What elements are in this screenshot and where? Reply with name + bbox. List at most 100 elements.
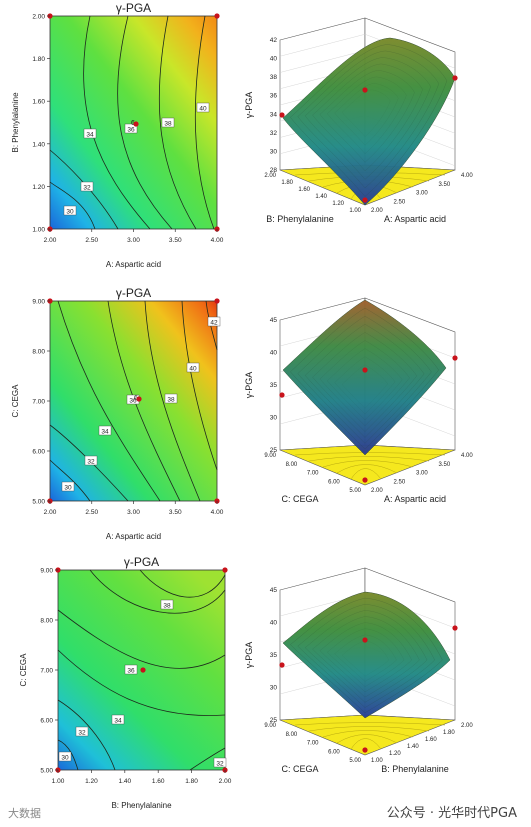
- watermark-left: 大数据: [8, 807, 41, 820]
- z-tick-label: 45: [270, 587, 278, 594]
- contour-label-box: [63, 205, 77, 216]
- center-point-count: 6: [134, 395, 138, 402]
- corner-point: [214, 13, 220, 19]
- x-tick-label: 2.50: [85, 237, 98, 244]
- contour-label-box: [207, 316, 221, 327]
- z-tick-label: 32: [270, 130, 278, 137]
- x-tick-label: 1.60: [152, 778, 165, 785]
- surface-mesh: [297, 604, 435, 708]
- corner-point: [222, 567, 228, 573]
- contour-line-5: [158, 15, 197, 230]
- contour-label: 34: [86, 132, 94, 139]
- floor-contour: [322, 730, 414, 738]
- contour-plot-area: [49, 15, 218, 230]
- floor-design-point: [362, 477, 368, 483]
- contour-line-3: [57, 649, 226, 716]
- y-tick-label: 6.00: [40, 718, 53, 725]
- y-tick-label: 1.20: [32, 184, 45, 191]
- surface-design-point: [452, 625, 458, 631]
- x-tick-label: 3.00: [416, 191, 428, 197]
- z-tick-label: 25: [270, 447, 278, 454]
- contour-label: 30: [66, 209, 74, 216]
- contour-title: γ-PGA: [116, 1, 151, 15]
- contour-label: 38: [164, 121, 172, 128]
- z-axis-title: γ-PGA: [244, 372, 254, 399]
- z-tick-label: 40: [270, 350, 278, 357]
- y-tick-label: 9.00: [40, 568, 53, 575]
- contour-line-6: [181, 300, 218, 471]
- contour-title: γ-PGA: [124, 555, 159, 569]
- surface-design-point: [452, 355, 458, 361]
- y-tick-label: 7.00: [40, 668, 53, 675]
- z-tick-label: 40: [270, 620, 278, 627]
- x-tick-label: 1.80: [443, 730, 455, 736]
- y-tick-label: 1.00: [32, 227, 45, 234]
- surface-design-point: [279, 662, 285, 668]
- x-tick-label: 2.00: [371, 488, 383, 494]
- contour-label-box: [80, 181, 94, 192]
- contour-line-6: [194, 15, 215, 230]
- z-tick-label: 36: [270, 93, 278, 100]
- y-axis-title: C: CEGA: [281, 764, 318, 774]
- z-tick-label: 45: [270, 317, 278, 324]
- response-surface: [282, 299, 447, 456]
- contour-line-1: [49, 181, 96, 230]
- contour-label: 30: [64, 485, 72, 492]
- y-tick-label: 1.00: [349, 208, 361, 214]
- y-tick-label: 2.00: [32, 14, 45, 21]
- contour-line-1: [49, 459, 91, 502]
- x-axis-title: B: Phenylalanine: [381, 764, 449, 774]
- z-axis-title: γ-PGA: [244, 642, 254, 669]
- contour-line-4: [117, 15, 173, 230]
- y-tick-label: 5.00: [349, 488, 361, 494]
- x-axis-title: A: Aspartic acid: [106, 260, 161, 269]
- contour-label: 36: [127, 668, 135, 675]
- surface-design-point: [279, 112, 285, 118]
- y-tick-label: 6.00: [328, 749, 340, 755]
- response-surface: [282, 591, 451, 719]
- x-tick-label: 2.00: [219, 778, 232, 785]
- y-axis-title: C: CEGA: [19, 653, 28, 687]
- x-tick-label: 4.00: [211, 237, 224, 244]
- contour-label: 40: [189, 366, 197, 373]
- y-tick-label: 1.40: [32, 141, 45, 148]
- x-tick-label: 2.00: [44, 509, 57, 516]
- y-tick-label: 9.00: [264, 453, 276, 459]
- x-tick-label: 1.60: [425, 737, 437, 743]
- y-axis-title: C: CEGA: [11, 384, 20, 418]
- z-tick-label: 34: [270, 111, 278, 118]
- x-tick-label: 1.00: [52, 778, 65, 785]
- y-tick-label: 1.40: [315, 194, 327, 200]
- surface-mesh: [290, 308, 439, 450]
- floor-contour: [350, 738, 382, 750]
- y-tick-label: 7.00: [307, 471, 319, 477]
- y-tick-label: 1.60: [32, 99, 45, 106]
- y-axis-title: C: CEGA: [281, 494, 318, 504]
- contour-label-box: [196, 102, 210, 113]
- contour-line-6: [139, 569, 226, 598]
- y-tick-label: 1.80: [32, 56, 45, 63]
- center-point: [136, 396, 142, 402]
- contour-line-2: [49, 149, 119, 230]
- z-tick-label: 30: [270, 415, 278, 422]
- floor-contour: [294, 722, 446, 726]
- y-tick-label: 1.60: [298, 187, 310, 193]
- surface-panel-2: 25 30 35 40 45 γ-PGA 2.00 2.50 3.00 3.50 4.00 5.00 6…: [244, 297, 473, 504]
- z-tick-label: 28: [270, 167, 278, 174]
- contour-label-box: [160, 599, 174, 610]
- contour-label: 40: [199, 106, 207, 113]
- floor-projection: [279, 444, 456, 486]
- contour-line-5: [144, 300, 201, 502]
- x-tick-label: 2.50: [394, 199, 406, 205]
- contour-line-5: [89, 569, 226, 614]
- contour-label: 36: [127, 127, 135, 134]
- contour-label: 38: [163, 603, 171, 610]
- contour-label: 38: [167, 397, 175, 404]
- contour-line-1: [57, 739, 79, 771]
- y-tick-label: 2.00: [264, 173, 276, 179]
- y-axis-title: B: Phenylalanine: [266, 214, 334, 224]
- x-axis-title: A: Aspartic acid: [384, 214, 446, 224]
- wall-grid: [279, 50, 366, 73]
- y-tick-label: 7.00: [307, 741, 319, 747]
